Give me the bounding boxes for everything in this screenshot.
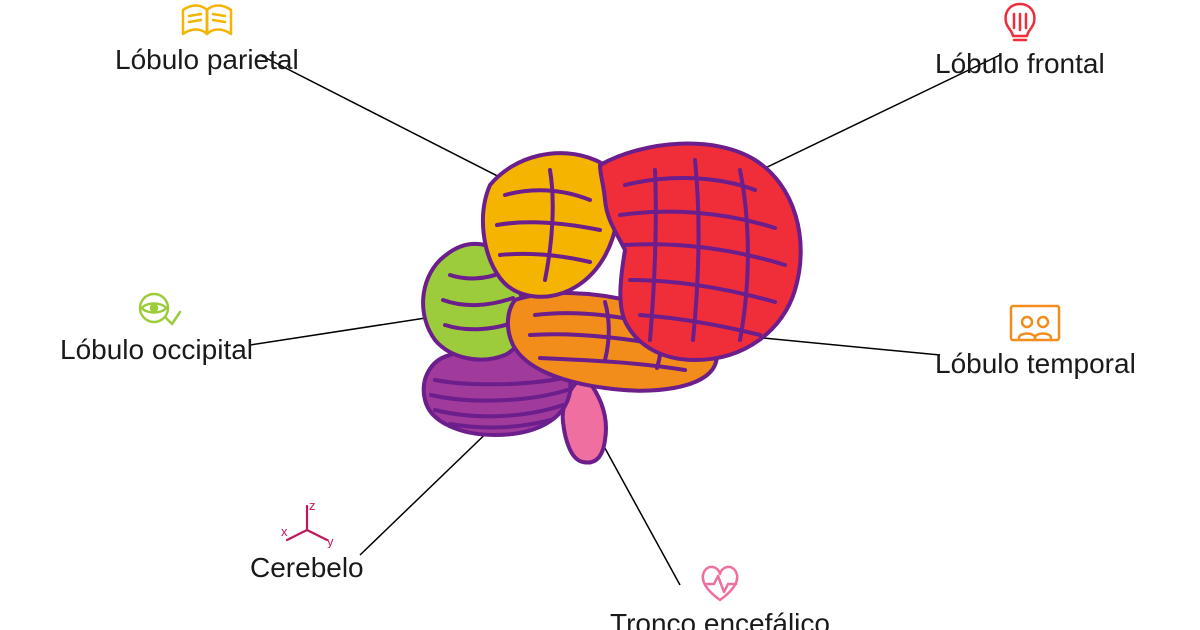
people-icon [1007,300,1063,344]
svg-text:y: y [327,534,334,548]
brain-illustration [395,130,815,470]
bulb-icon [998,0,1042,44]
label-tronco: Tronco encefálico [610,560,830,630]
book-icon [179,0,235,40]
label-frontal: Lóbulo frontal [935,0,1105,78]
label-temporal: Lóbulo temporal [935,300,1136,378]
heart-icon [696,560,744,604]
svg-text:z: z [309,500,316,513]
label-tronco-text: Tronco encefálico [610,610,830,630]
svg-text:x: x [281,524,288,539]
label-parietal-text: Lóbulo parietal [115,46,299,74]
axes-icon: z x y [279,500,335,548]
label-occipital-text: Lóbulo occipital [60,336,253,364]
label-frontal-text: Lóbulo frontal [935,50,1105,78]
label-temporal-text: Lóbulo temporal [935,350,1136,378]
label-cerebelo: z x y Cerebelo [250,500,364,582]
label-cerebelo-text: Cerebelo [250,554,364,582]
diagram-stage: Lóbulo parietal Lóbulo frontal Lóbulo oc… [0,0,1200,630]
label-parietal: Lóbulo parietal [115,0,299,74]
label-occipital: Lóbulo occipital [60,290,253,364]
eye-icon [132,290,182,330]
